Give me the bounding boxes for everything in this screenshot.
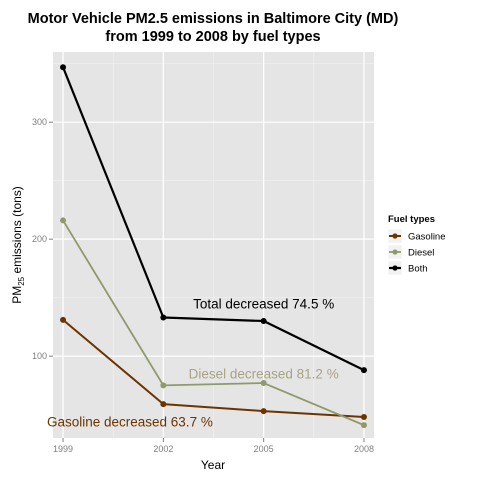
- series-line-diesel: [62, 219, 365, 426]
- y-tick-label: 100: [32, 351, 47, 361]
- data-point-both: [260, 318, 267, 325]
- data-point-both: [360, 367, 367, 374]
- legend-item-gasoline: Gasoline: [387, 228, 446, 244]
- annotation-layer: Total decreased 74.5 % Diesel decreased 8…: [47, 296, 339, 429]
- series-both: [60, 64, 367, 374]
- legend-label: Both: [408, 264, 428, 275]
- data-point-diesel: [260, 380, 267, 387]
- series-layer: [60, 64, 367, 429]
- y-axis-label: PM25 emissions (tons): [10, 186, 26, 304]
- data-point-both: [160, 314, 167, 321]
- data-point-gasoline: [60, 316, 67, 323]
- annotation-2: Gasoline decreased 63.7 %: [47, 415, 213, 430]
- legend-key-point: [392, 265, 398, 271]
- legend-label: Gasoline: [408, 232, 446, 243]
- data-point-gasoline: [360, 413, 367, 420]
- legend-key-point: [392, 249, 398, 255]
- data-point-gasoline: [160, 401, 167, 408]
- series-diesel: [60, 217, 367, 429]
- y-tick-label: 300: [32, 117, 47, 127]
- y-axis-label-subscript: 25: [17, 276, 26, 285]
- chart-title-line-1: Motor Vehicle PM2.5 emissions in Baltimo…: [28, 11, 399, 27]
- chart-title-line-2: from 1999 to 2008 by fuel types: [105, 29, 320, 45]
- x-tick-label: 2008: [354, 444, 374, 454]
- series-line-both: [62, 66, 365, 372]
- annotation-1: Diesel decreased 81.2 %: [189, 367, 339, 382]
- y-axis-ticks: 100 200 300: [32, 117, 53, 361]
- data-point-diesel: [360, 422, 367, 429]
- data-point-diesel: [160, 382, 167, 389]
- series-gasoline: [60, 316, 367, 420]
- data-point-gasoline: [260, 408, 267, 415]
- y-axis-label-suffix: emissions (tons): [10, 186, 24, 277]
- annotation-0: Total decreased 74.5 %: [193, 296, 334, 311]
- legend-label: Diesel: [408, 248, 434, 259]
- y-tick-label: 200: [32, 234, 47, 244]
- legend-item-both: Both: [387, 260, 428, 276]
- legend-items: Gasoline Diesel Both: [387, 228, 446, 276]
- data-point-diesel: [60, 217, 67, 224]
- x-tick-label: 2005: [254, 444, 274, 454]
- legend-item-diesel: Diesel: [387, 244, 434, 260]
- x-tick-label: 2002: [153, 444, 173, 454]
- legend: Fuel types Gasoline Diesel Both: [387, 214, 446, 276]
- grid-minor: [53, 52, 374, 438]
- legend-title: Fuel types: [388, 214, 435, 225]
- y-axis-label-prefix: PM: [10, 286, 24, 304]
- data-point-both: [60, 64, 67, 71]
- series-line-gasoline: [62, 319, 365, 418]
- x-axis-ticks: 1999 2002 2005 2008: [53, 438, 374, 454]
- legend-key-point: [392, 233, 398, 239]
- x-tick-label: 1999: [53, 444, 73, 454]
- x-axis-label: Year: [201, 458, 225, 472]
